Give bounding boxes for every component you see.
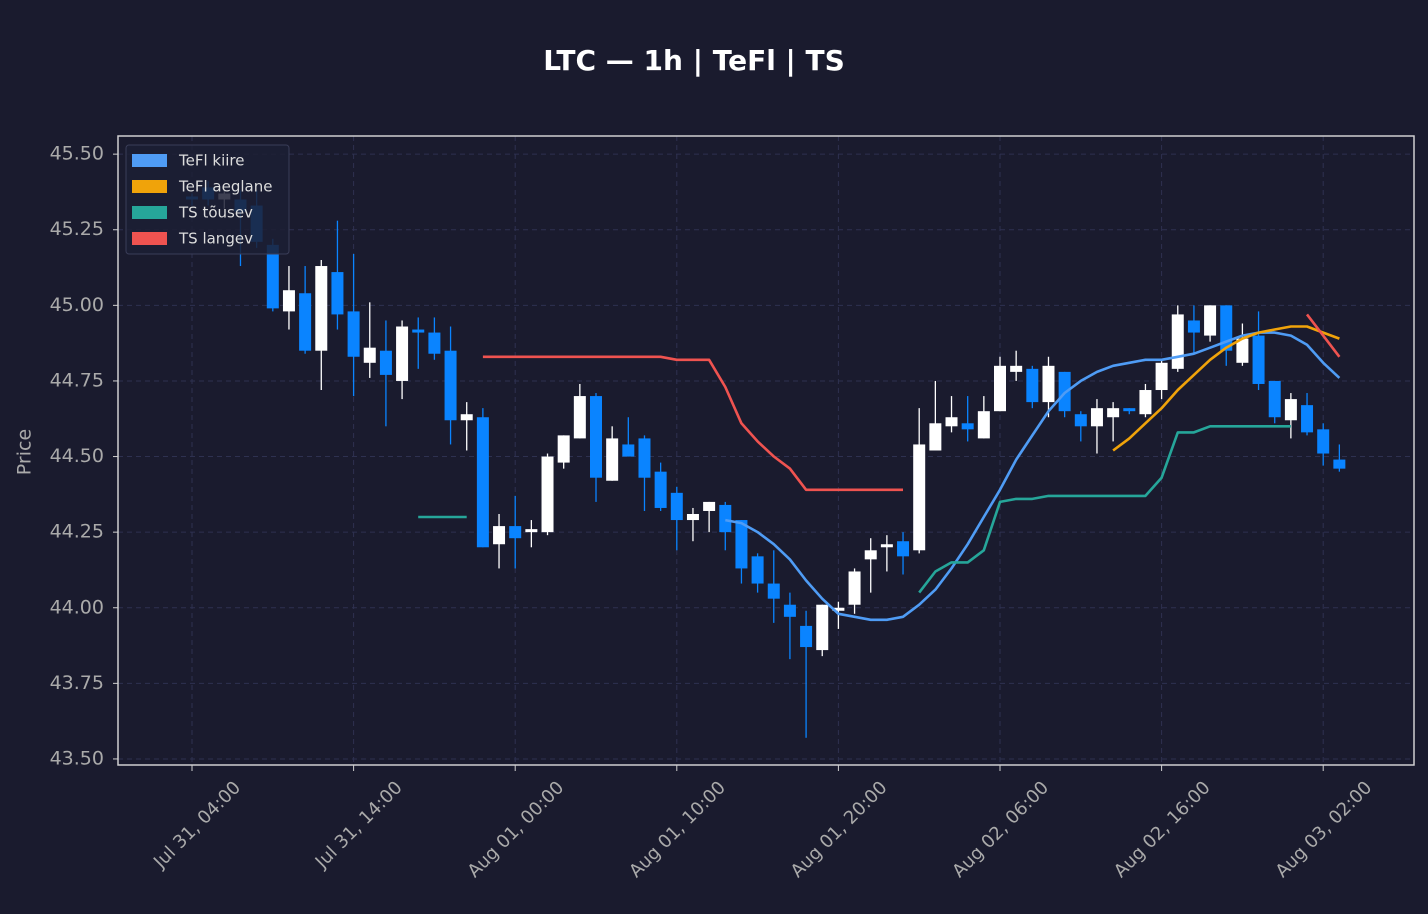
candle-body [606, 438, 619, 481]
candle-body [1171, 314, 1184, 369]
candle-body [913, 444, 926, 551]
candle-body [864, 550, 877, 560]
candle-body [654, 471, 667, 508]
candle-body [751, 556, 764, 584]
candle-body [1090, 408, 1103, 427]
candle-body [735, 520, 748, 569]
candle-body [783, 604, 796, 617]
legend-swatch [132, 232, 167, 245]
candle-body [994, 365, 1006, 412]
candle-body [476, 417, 489, 548]
candle-body [929, 423, 942, 451]
candle-body [315, 266, 328, 351]
candle-body [977, 411, 990, 439]
legend-label: TeFl kiire [178, 152, 245, 170]
candle-body [1252, 335, 1265, 384]
y-tick-label: 44.00 [50, 596, 104, 618]
candle-body [1123, 408, 1136, 412]
candle-body [428, 332, 441, 354]
y-tick-label: 43.50 [50, 747, 104, 769]
legend-swatch [132, 206, 167, 219]
indicator-line [482, 313, 1341, 492]
candle-body [509, 526, 522, 539]
candle-body [493, 526, 506, 545]
candle-body [1074, 414, 1087, 427]
candle-body [670, 492, 683, 521]
indicator-line [1112, 325, 1340, 452]
legend-label: TS langev [178, 230, 253, 248]
candle-body [396, 326, 409, 381]
candle-body [282, 290, 295, 312]
y-tick-label: 44.75 [50, 369, 104, 391]
y-axis-label: Price [14, 429, 36, 475]
candle-body [719, 504, 732, 533]
candle-body [1236, 338, 1249, 363]
candle-body [444, 350, 457, 421]
candle-body [1026, 368, 1039, 403]
candle-body [590, 396, 602, 478]
candle-body [347, 311, 360, 357]
candle-body [1301, 405, 1314, 433]
plot [186, 181, 1346, 738]
y-tick-label: 44.25 [50, 521, 104, 543]
candle-body [1010, 365, 1023, 372]
candle-body [816, 604, 829, 651]
candle-body [412, 329, 425, 333]
candle-body [1284, 399, 1297, 421]
candle-body [1139, 390, 1152, 415]
candle-body [266, 244, 279, 309]
candle-body [573, 396, 586, 439]
candle-body [686, 514, 699, 521]
candle-body [1155, 362, 1168, 391]
y-tick-label: 44.50 [50, 445, 104, 467]
indicator-line [418, 425, 1291, 594]
candle-body [767, 583, 780, 599]
y-tick-label: 45.00 [50, 294, 104, 316]
candle-body [331, 272, 344, 315]
candle-body [379, 350, 392, 375]
y-tick-label: 43.75 [50, 672, 104, 694]
candle-body [848, 571, 861, 605]
candle-body [880, 544, 893, 548]
candle-body [703, 501, 716, 511]
candle-body [1107, 408, 1120, 418]
candle-body [800, 625, 813, 648]
candle-body [1268, 380, 1281, 418]
legend-swatch [132, 180, 167, 193]
candle-body [945, 417, 958, 427]
candle-body [525, 529, 538, 533]
plot-frame [117, 135, 1415, 766]
candle-body [1204, 305, 1217, 336]
legend-label: TS tõusev [178, 204, 253, 222]
chart-title: LTC — 1h | TeFl | TS [543, 44, 845, 77]
y-tick-label: 45.25 [50, 218, 104, 240]
candle-body [541, 456, 554, 533]
candle-body [961, 423, 974, 430]
legend-label: TeFl aeglane [178, 178, 272, 196]
candle-body [557, 435, 570, 463]
candle-body [832, 607, 845, 611]
candle-body [638, 438, 651, 478]
legend-swatch [132, 154, 167, 167]
legend-box [125, 144, 290, 255]
candle-body [299, 293, 312, 351]
candle-body [622, 444, 635, 457]
candle-body [1042, 365, 1055, 403]
candle-body [1333, 459, 1346, 469]
candle-body [460, 414, 473, 421]
y-tick-label: 45.50 [50, 143, 104, 165]
candle-body [363, 347, 376, 363]
candle-body [897, 541, 910, 557]
candle-body [1187, 320, 1200, 333]
indicator-line [725, 331, 1341, 622]
candle-body [1317, 429, 1330, 454]
legend: TeFl kiire TeFl aeglane TS tõusev TS langev [125, 144, 290, 255]
